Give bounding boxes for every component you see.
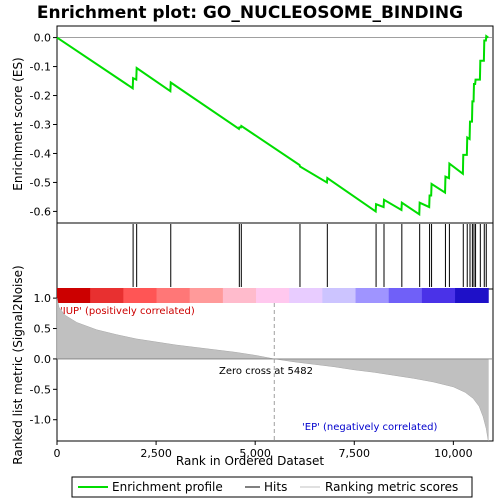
legend-box	[71, 476, 473, 498]
es-series	[56, 34, 493, 217]
zero-cross-label: Zero cross at 5482	[219, 366, 313, 377]
x-tick-label: 10,000	[434, 447, 473, 460]
hits-rug	[132, 224, 487, 287]
legend-es-text: Enrichment profile	[112, 480, 223, 494]
negative-correlation-label: 'EP' (negatively correlated)	[302, 422, 437, 433]
x-axis-label: Rank in Ordered Dataset	[176, 454, 324, 468]
es-panel-frame	[56, 25, 494, 224]
heatmap-segment	[455, 288, 489, 303]
heatmap-segment	[355, 288, 390, 303]
heatmap-segment	[421, 288, 456, 303]
es-tick-label: -0.5	[30, 176, 51, 189]
x-axis-ticks: 0 2,500 5,000 7,500 10,000	[54, 441, 473, 460]
metric-tick-label: 0.0	[34, 353, 52, 366]
es-profile-line	[56, 34, 489, 217]
heatmap-segment	[256, 288, 290, 303]
chart-title: Enrichment plot: GO_NUCLEOSOME_BINDING	[37, 3, 463, 23]
legend-hits-text: Hits	[264, 480, 287, 494]
heatmap-segment	[57, 288, 91, 303]
x-tick-label: 7,500	[339, 447, 371, 460]
es-tick-label: -0.3	[30, 119, 51, 132]
heatmap-segment	[388, 288, 423, 303]
heatmap-segment	[189, 288, 224, 303]
es-axis-label: Enrichment score (ES)	[11, 57, 25, 190]
rank-heatmap-bar	[57, 288, 489, 303]
es-axis-ticks: 0.0 -0.1 -0.2 -0.3 -0.4 -0.5 -0.6	[30, 32, 57, 218]
x-tick-label: 0	[54, 447, 61, 460]
es-tick-label: -0.2	[30, 90, 51, 103]
heatmap-segment	[90, 288, 124, 303]
x-tick-label: 5,000	[239, 447, 271, 460]
metric-tick-label: 1.0	[34, 292, 52, 305]
metric-tick-label: 0.5	[34, 323, 52, 336]
es-tick-label: -0.4	[30, 147, 51, 160]
es-tick-label: -0.6	[30, 205, 51, 218]
es-tick-label: 0.0	[34, 32, 52, 45]
metric-axis-ticks: 1.0 0.5 0.0 -0.5 -1.0	[30, 292, 57, 427]
metric-tick-label: -1.0	[30, 414, 51, 427]
legend-metric-text: Ranking metric scores	[325, 480, 458, 494]
heatmap-segment	[156, 288, 191, 303]
heatmap-segment	[123, 288, 158, 303]
heatmap-segment	[222, 288, 257, 303]
heatmap-segment	[322, 288, 357, 303]
es-tick-label: -0.1	[30, 61, 51, 74]
heatmap-segment	[289, 288, 323, 303]
x-tick-label: 2,500	[140, 447, 172, 460]
hits-panel-frame	[56, 222, 494, 290]
metric-series	[56, 298, 493, 442]
metric-area	[56, 298, 489, 442]
positive-correlation-label: 'IUP' (positively correlated)	[60, 306, 195, 317]
metric-axis-label: Ranked list metric (Signal2Noise)	[11, 265, 25, 464]
metric-tick-label: -0.5	[30, 383, 51, 396]
